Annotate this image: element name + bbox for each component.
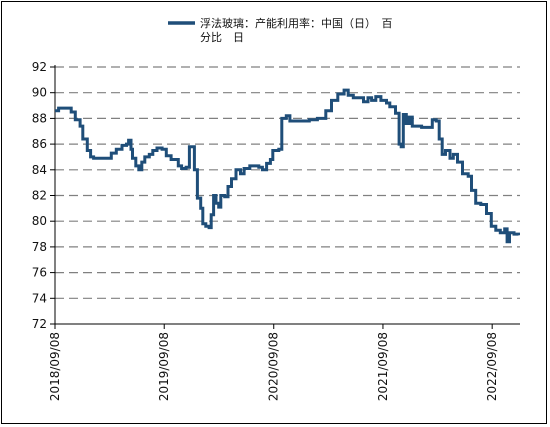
axes <box>54 65 520 325</box>
x-tick-label: 2022/09/08 <box>485 332 499 401</box>
y-tick-label: 76 <box>32 266 47 280</box>
y-tick-label: 80 <box>32 214 47 228</box>
x-tick-label: 2020/09/08 <box>267 332 281 401</box>
series-layer <box>55 88 520 244</box>
y-tick-label: 90 <box>32 86 47 100</box>
y-axis-ticks: 72 74 76 78 80 82 84 86 88 90 92 <box>32 60 55 331</box>
x-tick-label: 2018/09/08 <box>48 332 62 401</box>
x-tick-label: 2021/09/08 <box>376 332 390 401</box>
gridlines <box>55 66 520 299</box>
legend-label-line1: 浮法玻璃：产能利用率：中国（日） 百 <box>200 16 393 30</box>
y-tick-label: 86 <box>32 137 47 151</box>
y-tick-label: 88 <box>32 111 47 125</box>
series-line <box>55 88 520 244</box>
y-tick-label: 82 <box>32 189 47 203</box>
x-tick-label: 2019/09/08 <box>157 332 171 401</box>
y-tick-label: 78 <box>32 240 47 254</box>
y-tick-label: 84 <box>32 163 47 177</box>
legend: 浮法玻璃：产能利用率：中国（日） 百 分比 日 <box>168 16 393 44</box>
y-tick-label: 74 <box>32 291 47 305</box>
y-tick-label: 92 <box>32 60 47 74</box>
y-tick-label: 72 <box>32 317 47 331</box>
legend-label-line2: 分比 日 <box>200 31 244 44</box>
x-axis-ticks: 2018/09/08 2019/09/08 2020/09/08 2021/09/08… <box>48 324 499 401</box>
